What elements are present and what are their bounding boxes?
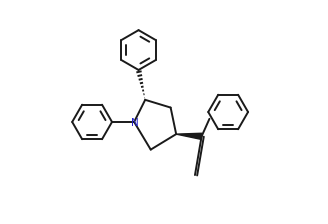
Polygon shape bbox=[176, 133, 202, 139]
Text: N: N bbox=[132, 118, 139, 128]
